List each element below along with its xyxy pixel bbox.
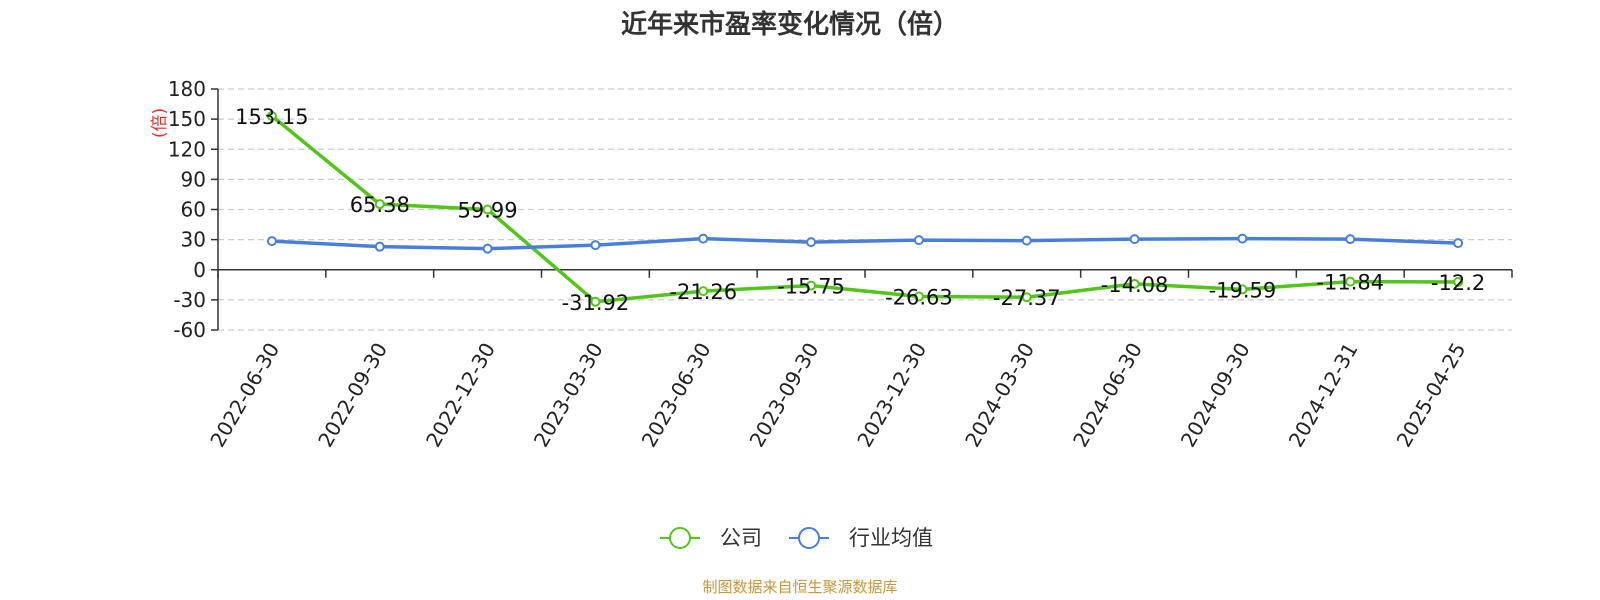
legend-item-company[interactable]: 公司	[660, 526, 762, 550]
series-lines	[266, 110, 1464, 307]
x-tick-label: 2023-12-30	[852, 339, 931, 452]
x-tick-label: 2024-09-30	[1176, 339, 1255, 452]
data-label: -27.37	[993, 286, 1061, 310]
x-tick-label: 2025-04-25	[1392, 339, 1471, 452]
data-label: -15.75	[777, 275, 845, 299]
x-tick-label: 2022-12-30	[421, 339, 500, 452]
y-axis-unit-label: (倍)	[150, 108, 170, 138]
industry-average-data-point[interactable]	[806, 237, 817, 248]
axes: -60 -30 0 30 60 90 120 150 180 2022-06-30 2022-09-…	[168, 77, 1513, 452]
company-data-point[interactable]	[1021, 292, 1032, 303]
data-labels: 153.15 65.38 59.99 -31.92 -21.26 -15.75 -26.63…	[235, 105, 1485, 315]
legend-marker-company	[669, 527, 691, 549]
industry-average-data-point[interactable]	[1453, 238, 1464, 249]
y-tick-label: 180	[168, 77, 206, 101]
industry-average-data-point[interactable]	[1345, 234, 1356, 245]
industry-average-data-point[interactable]	[1129, 234, 1140, 245]
x-tick-label: 2024-06-30	[1068, 339, 1147, 452]
legend-item-industry-average[interactable]: 行业均值	[789, 526, 933, 550]
industry-average-data-point[interactable]	[266, 236, 277, 247]
company-data-point[interactable]	[1237, 284, 1248, 295]
company-data-point[interactable]	[1345, 276, 1356, 287]
data-label: -19.59	[1209, 278, 1277, 302]
company-data-point[interactable]	[590, 296, 601, 307]
y-tick-label: -60	[173, 318, 206, 342]
x-tick-label: 2022-06-30	[205, 339, 284, 452]
industry-average-data-point[interactable]	[374, 241, 385, 252]
data-label: 153.15	[235, 105, 308, 129]
x-tick-label: 2024-12-31	[1284, 339, 1363, 452]
data-label: -12.2	[1431, 271, 1485, 295]
company-data-point[interactable]	[913, 291, 924, 302]
data-label: -11.84	[1316, 271, 1384, 295]
industry-average-data-point[interactable]	[1021, 235, 1032, 246]
data-label: -21.26	[669, 280, 737, 304]
x-tick-label: 2023-09-30	[745, 339, 824, 452]
data-label: -14.08	[1101, 273, 1169, 297]
company-data-point[interactable]	[1129, 278, 1140, 289]
industry-average-series-line	[271, 236, 1459, 251]
company-data-point[interactable]	[1453, 277, 1464, 288]
company-data-point[interactable]	[698, 286, 709, 297]
company-data-point[interactable]	[266, 110, 277, 121]
y-tick-label: 60	[181, 198, 206, 222]
data-label: 59.99	[458, 199, 518, 223]
legend-marker-industry-average	[798, 527, 820, 549]
x-tick-label: 2024-03-30	[960, 339, 1039, 452]
industry-average-data-point[interactable]	[482, 243, 493, 254]
legend-label-industry-average: 行业均值	[849, 526, 933, 550]
y-tick-label: 150	[168, 107, 206, 131]
data-label: -26.63	[885, 285, 953, 309]
data-source-note: 制图数据来自恒生聚源数据库	[702, 578, 897, 596]
x-tick-label: 2022-09-30	[313, 339, 392, 452]
company-data-point[interactable]	[374, 199, 385, 210]
company-data-point[interactable]	[482, 204, 493, 215]
legend[interactable]: 公司 行业均值	[660, 526, 933, 550]
chart-title: 近年来市盈率变化情况（倍）	[621, 9, 959, 40]
industry-average-data-point[interactable]	[590, 240, 601, 251]
y-tick-label: 0	[193, 258, 206, 282]
industry-average-data-point[interactable]	[1237, 233, 1248, 244]
y-tick-label: 120	[168, 137, 206, 161]
company-data-point[interactable]	[806, 280, 817, 291]
y-tick-label: 90	[181, 167, 206, 191]
data-label: -31.92	[562, 291, 630, 315]
y-tick-label: 30	[181, 228, 206, 252]
data-label: 65.38	[350, 193, 410, 217]
y-tick-label: -30	[173, 288, 206, 312]
legend-label-company: 公司	[720, 526, 762, 550]
grid-lines	[218, 88, 1512, 331]
x-tick-label: 2023-06-30	[637, 339, 716, 452]
x-tick-label: 2023-03-30	[529, 339, 608, 452]
industry-average-data-point[interactable]	[913, 235, 924, 246]
industry-average-data-point[interactable]	[698, 233, 709, 244]
company-series-line	[270, 114, 1459, 304]
